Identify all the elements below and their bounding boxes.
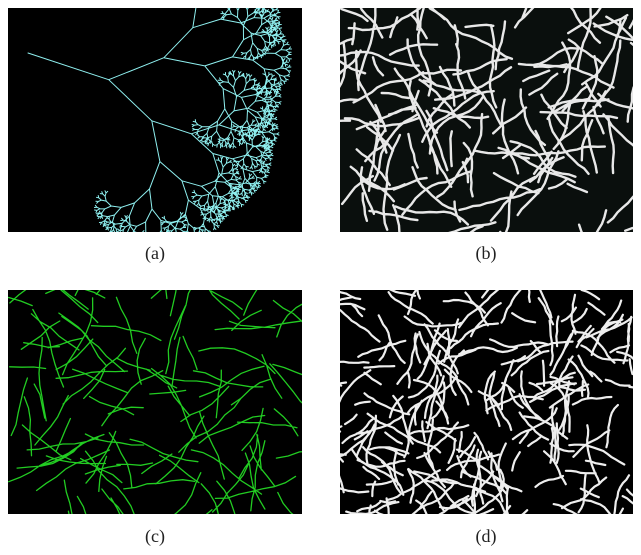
caption: (b): [476, 243, 497, 264]
caption: (a): [145, 243, 165, 264]
caption: (c): [145, 526, 165, 547]
panel-bg: [8, 8, 302, 232]
panel-b: [307, 0, 641, 301]
panel-c: [0, 235, 352, 550]
panel-d: [298, 248, 641, 550]
caption: (d): [476, 526, 497, 547]
panel-bg: [8, 290, 302, 514]
figure: (a) (b) (c) (d): [0, 0, 641, 550]
panel-a: [8, 0, 302, 248]
